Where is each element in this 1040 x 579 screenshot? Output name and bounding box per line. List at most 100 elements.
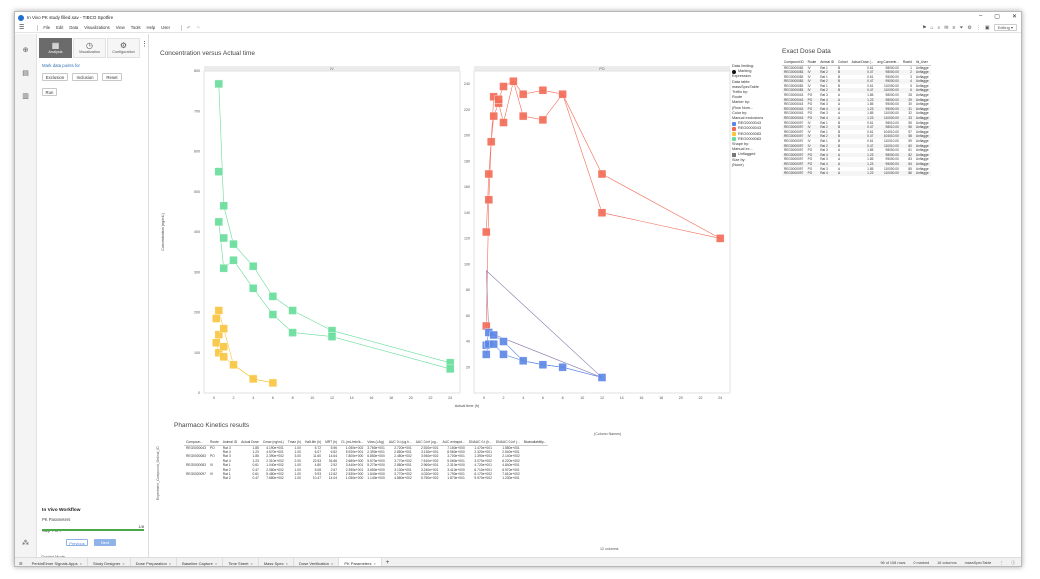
page-tab[interactable]: PK Parameters ×	[339, 557, 382, 566]
data-point[interactable]	[499, 337, 508, 346]
menu-file[interactable]: File	[43, 25, 51, 30]
mark-data-points-link[interactable]: Mark data points for	[42, 63, 80, 68]
table-row[interactable]: REG0000043 PO Rat 3 A 1.85 95000.00 30 Unflagge	[782, 102, 931, 107]
legend-color-item[interactable]: REG0000083	[732, 137, 777, 142]
pk-column-header[interactable]: MRT (h)	[323, 440, 340, 446]
legend-color-item[interactable]: REG0000083	[732, 132, 777, 137]
menu-view[interactable]: View	[115, 25, 125, 30]
table-row[interactable]: REG0000083 IV Rat 1 B 0.61 95000.00 3 Unflagge	[782, 75, 931, 80]
table-row[interactable]: Rat 2 0.47 2.080e+002 1.00 5.08 2.67 2.390e+00…	[184, 468, 548, 472]
close-tab-icon[interactable]: ×	[285, 560, 288, 566]
analytics-icon[interactable]: ▥	[22, 93, 29, 100]
data-point[interactable]	[597, 169, 607, 179]
data-point[interactable]	[538, 115, 548, 125]
previous-button[interactable]: Previous	[66, 539, 88, 546]
page-tab[interactable]: Mass Spec ×	[259, 557, 294, 566]
table-row[interactable]: REG0000097 IV Rat 1 B 0.61 110010.00 59 Unflagg…	[782, 139, 931, 144]
status-more-icon[interactable]: ⋮	[999, 561, 1004, 565]
pk-column-header[interactable]: Bioavailability...	[521, 440, 549, 446]
pk-column-header[interactable]: AUC 0-inf (ug...	[413, 440, 441, 446]
data-point[interactable]	[558, 363, 567, 372]
dose-column-header[interactable]: RowId	[900, 60, 914, 66]
pages-icon[interactable]: ☰	[19, 560, 23, 566]
data-point[interactable]	[288, 328, 297, 337]
page-tab[interactable]: Dose Verification ×	[294, 557, 340, 566]
data-point[interactable]	[212, 314, 221, 323]
close-button[interactable]: ✕	[1011, 14, 1017, 20]
table-row[interactable]: REG0000083 IV Rat 1 0.61 1.040e+002 1.00 4.80 2…	[184, 463, 548, 467]
table-row[interactable]: REG0000043 PO Rat 3 A 1.85 98000.00 28 Unflagge	[782, 93, 931, 98]
redo-icon[interactable]: ↷	[196, 25, 201, 30]
dose-column-header[interactable]: Actual Dose (...	[849, 60, 876, 66]
add-page-icon[interactable]: +	[385, 560, 390, 566]
data-point[interactable]	[268, 292, 278, 301]
data-point[interactable]	[219, 324, 228, 333]
data-point[interactable]	[214, 167, 224, 176]
table-row[interactable]: REG0000043 PO Rat 4 A 1.23 98000.00 29 Unflagge	[782, 97, 931, 103]
table-row[interactable]: REG0000097 PO Rat 3 A 1.85 110000.00 85 Unflagg…	[782, 167, 931, 172]
menu-help[interactable]: Help	[146, 25, 156, 30]
table-row[interactable]: REG0000097 IV Rat 2 B 0.47 104010.00 58 Unflagg…	[782, 134, 931, 139]
pk-column-header[interactable]: CL (mL/min/k...	[339, 440, 366, 446]
add-icon[interactable]: ⊕	[22, 47, 29, 54]
table-row[interactable]: REG0000097 PO Rat 4 A 1.23 110000.00 86 Unflagg…	[782, 171, 931, 176]
table-row[interactable]: REG0000043 PO Rat 3 A 1.85 110000.00 32 Unflagg…	[782, 111, 931, 116]
home-icon[interactable]: ⌂	[930, 24, 934, 31]
close-tab-icon[interactable]: ×	[331, 560, 334, 566]
data-point[interactable]	[219, 342, 228, 351]
legend-shape-item[interactable]: Unflagged	[732, 152, 777, 158]
dose-column-header[interactable]: Cohort	[836, 60, 850, 66]
data-point[interactable]	[519, 111, 528, 121]
menu-visualizations[interactable]: Visualizations	[84, 25, 110, 30]
data-point[interactable]	[519, 90, 528, 99]
dose-column-header[interactable]: avg Concentr...	[875, 60, 901, 66]
legend-color-item[interactable]: REG0000043	[732, 121, 777, 126]
data-point[interactable]	[327, 332, 337, 341]
data-point[interactable]	[219, 263, 228, 273]
inclusion-button[interactable]: Inclusion	[72, 73, 98, 81]
pk-column-header[interactable]: Route	[207, 440, 221, 446]
filter-icon[interactable]: ⏷	[959, 24, 964, 31]
data-table-icon[interactable]: ▤	[22, 70, 29, 77]
list-icon[interactable]: ≡	[952, 24, 956, 31]
undo-icon[interactable]: ↶	[187, 25, 191, 30]
close-tab-icon[interactable]: ×	[122, 560, 125, 566]
mode-dropdown[interactable]: Editing ▾	[993, 24, 1017, 31]
status-info-icon[interactable]: ⓘ	[1011, 561, 1015, 565]
page-tab[interactable]: Dose Preparation ×	[131, 557, 178, 566]
data-point[interactable]	[288, 306, 297, 315]
data-point[interactable]	[509, 77, 518, 86]
pk-table[interactable]: Compoun... Route Animal ID Actual Dose Cmax …	[184, 440, 549, 481]
table-row[interactable]: REG0000097 IV Rat 2 B 0.47 98010.00 56 Unflagge	[782, 125, 931, 130]
data-point[interactable]	[716, 234, 725, 243]
pk-column-header[interactable]: Cmax (ng/mL)	[260, 440, 286, 446]
data-point[interactable]	[482, 227, 491, 237]
data-point[interactable]	[489, 339, 498, 349]
tab-configuration[interactable]: ⚙ Configuration	[107, 38, 140, 58]
data-point[interactable]	[597, 373, 607, 382]
table-row[interactable]: Rat 4 1.23 2.310e+002 2.00 22.53 34.66 2.680e+…	[184, 459, 548, 463]
comment-icon[interactable]: ✉	[944, 24, 949, 31]
close-tab-icon[interactable]: ×	[168, 560, 172, 566]
dose-column-header[interactable]: Compound ID	[782, 60, 806, 66]
pk-column-header[interactable]: AUC 0-t (ug.h...	[386, 440, 414, 446]
data-point[interactable]	[489, 330, 498, 340]
table-row[interactable]: REG0000097 IV Rat 1 B 0.61 104010.00 57 Unflagg…	[782, 130, 931, 135]
table-row[interactable]: REG0000097 PO Rat 3 A 1.85 95000.00 83 Unflagge	[782, 157, 931, 162]
table-row[interactable]: REG0000097 IV Rat 1 0.61 5.480e+002 1.00 9.93 1…	[184, 472, 548, 476]
menu-user[interactable]: User	[161, 25, 171, 30]
pk-column-header[interactable]: DNAUC 0-t (h...	[466, 440, 494, 446]
data-point[interactable]	[494, 95, 503, 104]
table-row[interactable]: REG0000043 PO Rat 3 1.85 4.190e+001 1.00 5.72 5…	[184, 445, 548, 450]
close-tab-icon[interactable]: ×	[373, 560, 376, 566]
data-point[interactable]	[597, 208, 607, 217]
table-row[interactable]: Rat 2 0.47 7.680e+002 1.00 10.47 14.04 1.050e+…	[184, 476, 548, 480]
data-point[interactable]	[229, 239, 238, 249]
table-row[interactable]: REG0000083 IV Rat 1 B 0.61 98000.00 1 Unflagge	[782, 65, 931, 70]
table-row[interactable]: REG0000083 PO Rat 3 1.85 2.390e+002 3.00 11.60…	[184, 454, 548, 458]
collaboration-icon[interactable]: ⁂	[22, 540, 29, 547]
data-point[interactable]	[446, 364, 455, 374]
data-point[interactable]	[489, 111, 498, 121]
data-point[interactable]	[499, 82, 508, 91]
table-row[interactable]: REG0000097 IV Rat 2 B 0.47 110010.00 60 Unflagg…	[782, 143, 931, 149]
